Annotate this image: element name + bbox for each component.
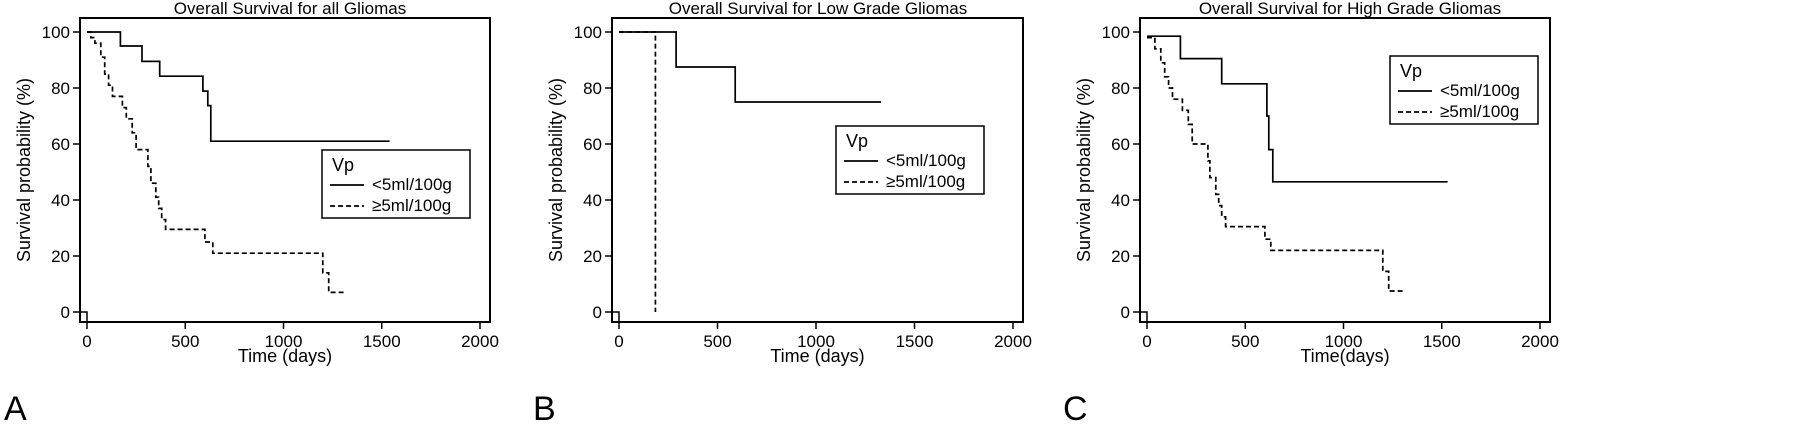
- plot-frame: [79, 17, 491, 323]
- chart-title: Overall Survival for Low Grade Gliomas: [669, 0, 968, 18]
- origin-bracket: [80, 311, 88, 322]
- y-tick-label: 100: [574, 23, 602, 42]
- legend-label: <5ml/100g: [886, 151, 966, 170]
- legend-title: Vp: [846, 131, 868, 151]
- y-tick-label: 20: [51, 247, 70, 266]
- y-axis-label: Survival probability (%): [1074, 78, 1094, 262]
- x-tick-label: 500: [703, 332, 731, 351]
- x-tick-label: 0: [614, 332, 623, 351]
- x-tick-label: 1500: [363, 332, 401, 351]
- y-tick-label: 0: [61, 303, 70, 322]
- series-line-high-vp: [619, 31, 657, 312]
- chart-panel-b: Overall Survival for Low Grade Gliomas 0 2…: [533, 0, 1032, 426]
- y-tick-label: 100: [1102, 23, 1130, 42]
- series-line-low-vp: [1147, 35, 1448, 183]
- series-line-high-vp: [1147, 36, 1405, 292]
- x-axis-label: Time (days): [238, 346, 332, 366]
- x-tick-label: 2000: [461, 332, 499, 351]
- y-tick-label: 80: [583, 79, 602, 98]
- x-tick-label: 0: [82, 332, 91, 351]
- legend: Vp <5ml/100g ≥5ml/100g: [321, 149, 471, 219]
- plot-frame: [611, 17, 1024, 323]
- y-tick-label: 60: [583, 135, 602, 154]
- legend-title: Vp: [332, 155, 354, 175]
- legend-label: ≥5ml/100g: [1440, 102, 1519, 121]
- panel-letter: A: [4, 390, 27, 426]
- x-tick-label: 1000: [797, 332, 835, 351]
- panel-letter: B: [533, 390, 556, 426]
- y-axis-label: Survival probability (%): [546, 78, 566, 262]
- x-axis-label: Time(days): [1300, 346, 1389, 366]
- legend-label: ≥5ml/100g: [372, 196, 451, 215]
- y-tick-label: 20: [1111, 247, 1130, 266]
- x-tick-label: 0: [1142, 332, 1151, 351]
- y-tick-label: 100: [42, 23, 70, 42]
- origin-bracket: [1140, 311, 1148, 322]
- series-line-low-vp: [619, 31, 881, 103]
- y-tick-label: 40: [51, 191, 70, 210]
- legend-label: ≥5ml/100g: [886, 172, 965, 191]
- y-tick-label: 0: [593, 303, 602, 322]
- chart-panel-c: Overall Survival for High Grade Gliomas 0…: [1063, 0, 1559, 426]
- y-tick-label: 60: [51, 135, 70, 154]
- y-tick-label: 0: [1121, 303, 1130, 322]
- origin-bracket: [612, 311, 620, 322]
- x-tick-label: 1000: [265, 332, 303, 351]
- y-tick-label: 80: [1111, 79, 1130, 98]
- x-tick-label: 500: [1231, 332, 1259, 351]
- x-axis-label: Time (days): [770, 346, 864, 366]
- plot-frame: [1139, 17, 1551, 323]
- y-tick-label: 40: [583, 191, 602, 210]
- legend: Vp <5ml/100g ≥5ml/100g: [1389, 55, 1539, 125]
- legend: Vp <5ml/100g ≥5ml/100g: [835, 125, 985, 195]
- y-tick-label: 40: [1111, 191, 1130, 210]
- y-tick-label: 20: [583, 247, 602, 266]
- x-tick-label: 2000: [1521, 332, 1559, 351]
- chart-title: Overall Survival for all Gliomas: [174, 0, 406, 18]
- x-tick-label: 1500: [1423, 332, 1461, 351]
- legend-label: <5ml/100g: [1440, 81, 1520, 100]
- x-tick-label: 2000: [994, 332, 1032, 351]
- y-axis-label: Survival probability (%): [14, 78, 34, 262]
- y-tick-label: 60: [1111, 135, 1130, 154]
- legend-label: <5ml/100g: [372, 175, 452, 194]
- panel-letter: C: [1063, 390, 1088, 426]
- x-tick-label: 1000: [1325, 332, 1363, 351]
- series-line-low-vp: [87, 31, 390, 143]
- chart-panel-a: Overall Survival for all Gliomas 0 20 40 60 8…: [4, 0, 499, 426]
- y-tick-label: 80: [51, 79, 70, 98]
- chart-title: Overall Survival for High Grade Gliomas: [1199, 0, 1501, 18]
- x-tick-label: 500: [171, 332, 199, 351]
- series-line-high-vp: [87, 31, 345, 294]
- legend-title: Vp: [1400, 61, 1422, 81]
- x-tick-label: 1500: [896, 332, 934, 351]
